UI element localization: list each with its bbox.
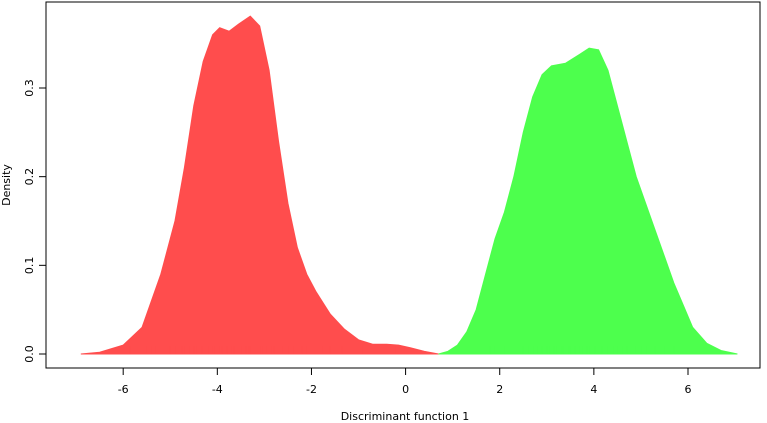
x-tick-label: 6 <box>684 383 691 396</box>
x-tick-label: -2 <box>306 383 317 396</box>
x-tick-label: 0 <box>402 383 409 396</box>
y-tick-label: 0.2 <box>23 168 36 186</box>
x-tick-label: 4 <box>590 383 597 396</box>
y-tick-label: 0.0 <box>23 345 36 363</box>
x-tick-label: 2 <box>496 383 503 396</box>
x-tick-label: -6 <box>118 383 129 396</box>
y-axis-label: Density <box>0 164 13 206</box>
density-area <box>438 47 738 355</box>
x-axis-label: Discriminant function 1 <box>341 410 470 423</box>
y-tick-label: 0.3 <box>23 79 36 97</box>
x-tick-label: -4 <box>212 383 223 396</box>
y-tick-label: 0.1 <box>23 257 36 275</box>
density-area <box>80 15 439 355</box>
